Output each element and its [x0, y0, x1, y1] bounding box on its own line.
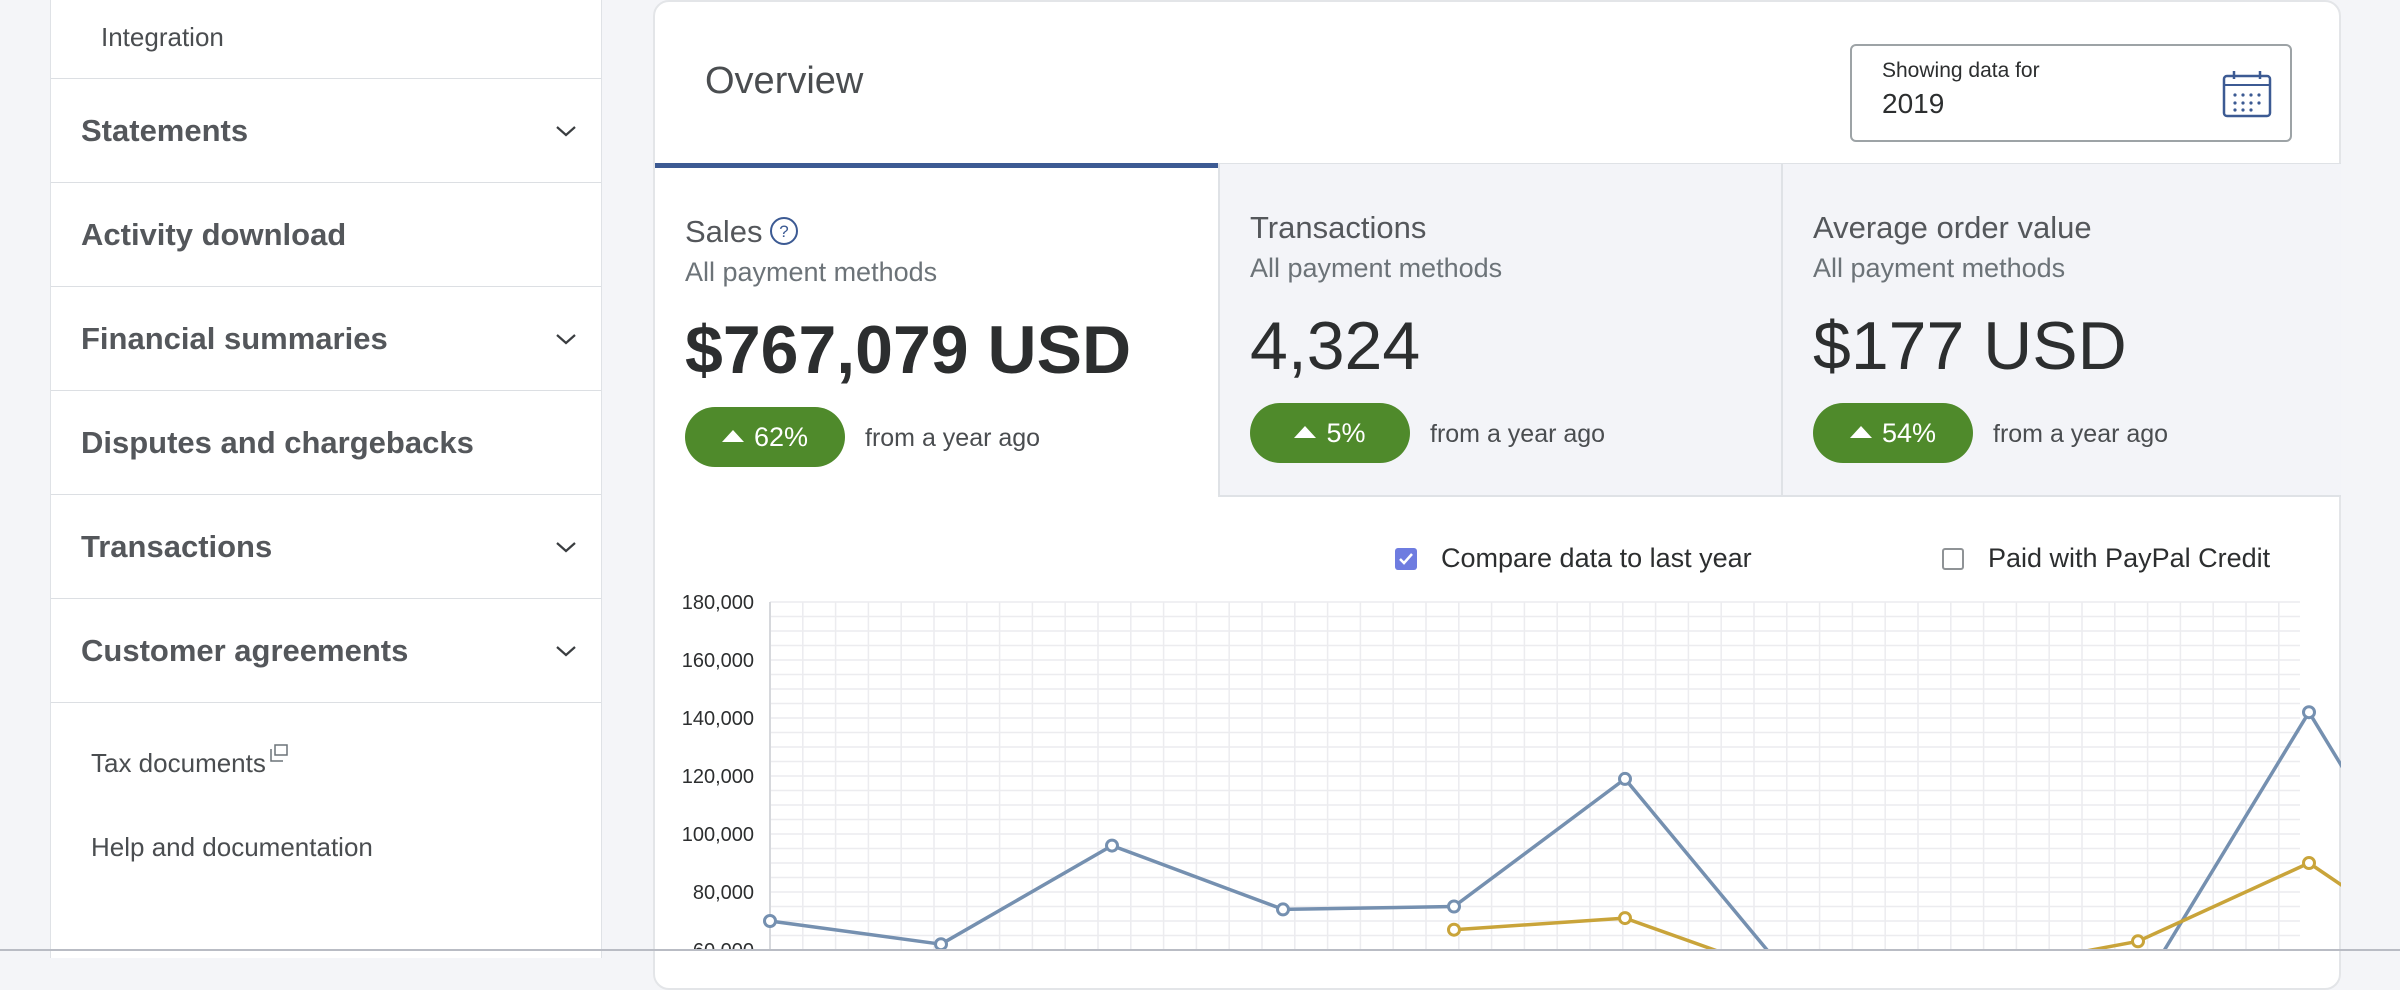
change-badge: 54% [1813, 403, 1973, 463]
metric-value: $767,079 USD [685, 312, 1132, 388]
data-point [1447, 922, 1461, 937]
checkbox-checked[interactable] [1395, 547, 1417, 570]
sidebar-item-label: Customer agreements [81, 632, 409, 668]
tab-sales[interactable]: Sales? All payment methods $767,079 USD … [655, 163, 1218, 497]
sidebar-item-transactions[interactable]: Transactions [51, 495, 601, 599]
metric-subtitle: All payment methods [1250, 253, 1503, 283]
metric-title: Transactions [1250, 210, 1427, 245]
page-title: Overview [705, 60, 864, 102]
checkbox-unchecked[interactable] [1942, 547, 1964, 570]
chevron-down-icon[interactable] [555, 540, 577, 554]
y-tick-label: 60,000 [693, 940, 754, 950]
sidebar-item-customer-agreements[interactable]: Customer agreements [51, 599, 601, 703]
tab-transactions[interactable]: Transactions All payment methods 4,324 5… [1218, 163, 1781, 497]
y-tick-label: 80,000 [693, 882, 754, 904]
sidebar-item-disputes-and-chargebacks[interactable]: Disputes and chargebacks [51, 391, 601, 495]
metric-title: Average order value [1813, 210, 2092, 245]
window-bottom-edge [0, 949, 2400, 951]
tax-documents-link[interactable]: Tax documents [91, 744, 288, 779]
data-point [2302, 705, 2316, 720]
metric-value: $177 USD [1813, 308, 2127, 384]
metric-title: Sales? [685, 214, 799, 250]
overview-card: Overview Showing data for 2019 Sales? Al… [653, 0, 2341, 990]
date-picker-value: 2019 [1882, 88, 1945, 119]
help-icon[interactable]: ? [769, 216, 799, 246]
metric-subtitle: All payment methods [1813, 253, 2066, 283]
y-tick-label: 140,000 [682, 708, 754, 730]
y-tick-label: 160,000 [682, 650, 754, 672]
data-point [763, 914, 777, 928]
data-point [1276, 902, 1290, 917]
data-point [2302, 856, 2316, 870]
y-tick-label: 180,000 [682, 592, 754, 614]
series-line-0 [769, 710, 2341, 950]
arrow-up-icon [1294, 426, 1317, 438]
data-point [1447, 899, 1461, 914]
metric-tabs: Sales? All payment methods $767,079 USD … [655, 163, 2341, 497]
date-picker-caption: Showing data for [1882, 59, 2040, 82]
sidebar-item-label: Disputes and chargebacks [81, 424, 474, 460]
chevron-down-icon[interactable] [555, 644, 577, 658]
help-documentation-link[interactable]: Help and documentation [91, 832, 373, 862]
sidebar-item-label: Integration [101, 22, 224, 52]
arrow-up-icon [721, 430, 744, 442]
change-caption: from a year ago [1993, 420, 2169, 448]
sales-line-chart: 180,000 160,000 140,000 120,000 100,000 80,00… [682, 592, 2341, 950]
sidebar: Integration Statements Activity download F… [50, 0, 602, 958]
change-badge: 5% [1250, 403, 1410, 463]
paypal-credit-checkbox[interactable]: Paid with PayPal Credit [1942, 543, 2270, 574]
data-point [2131, 934, 2145, 949]
compare-last-year-checkbox[interactable]: Compare data to last year [1395, 543, 1752, 574]
sidebar-item-label: Activity download [81, 216, 347, 252]
sidebar-item-statements[interactable]: Statements [51, 79, 601, 183]
change-caption: from a year ago [865, 424, 1041, 452]
change-badge: 62% [685, 407, 845, 467]
external-link-icon [270, 744, 288, 762]
calendar-icon [2222, 71, 2272, 118]
checkbox-label: Compare data to last year [1441, 543, 1752, 573]
checkmark-icon [1399, 552, 1413, 565]
sidebar-item-activity-download[interactable]: Activity download [51, 183, 601, 287]
checkbox-label: Paid with PayPal Credit [1988, 543, 2271, 573]
chevron-down-icon[interactable] [555, 124, 577, 138]
sidebar-item-label: Financial summaries [81, 320, 388, 356]
data-point [1618, 771, 1632, 786]
sidebar-item-financial-summaries[interactable]: Financial summaries [51, 287, 601, 391]
arrow-up-icon [1849, 426, 1872, 438]
y-tick-label: 120,000 [682, 766, 754, 788]
metric-value: 4,324 [1250, 308, 1421, 384]
sidebar-item-integration[interactable]: Integration [51, 0, 601, 79]
data-point [1618, 911, 1632, 926]
change-caption: from a year ago [1430, 420, 1606, 448]
sidebar-item-label: Statements [81, 112, 249, 148]
metric-subtitle: All payment methods [685, 257, 938, 287]
data-point [1105, 838, 1119, 853]
sidebar-item-label: Transactions [81, 528, 273, 564]
tab-average-order-value[interactable]: Average order value All payment methods … [1781, 163, 2341, 497]
svg-text:?: ? [779, 222, 788, 241]
chevron-down-icon[interactable] [555, 332, 577, 346]
date-picker[interactable]: Showing data for 2019 [1850, 44, 2292, 142]
y-tick-label: 100,000 [682, 824, 754, 846]
